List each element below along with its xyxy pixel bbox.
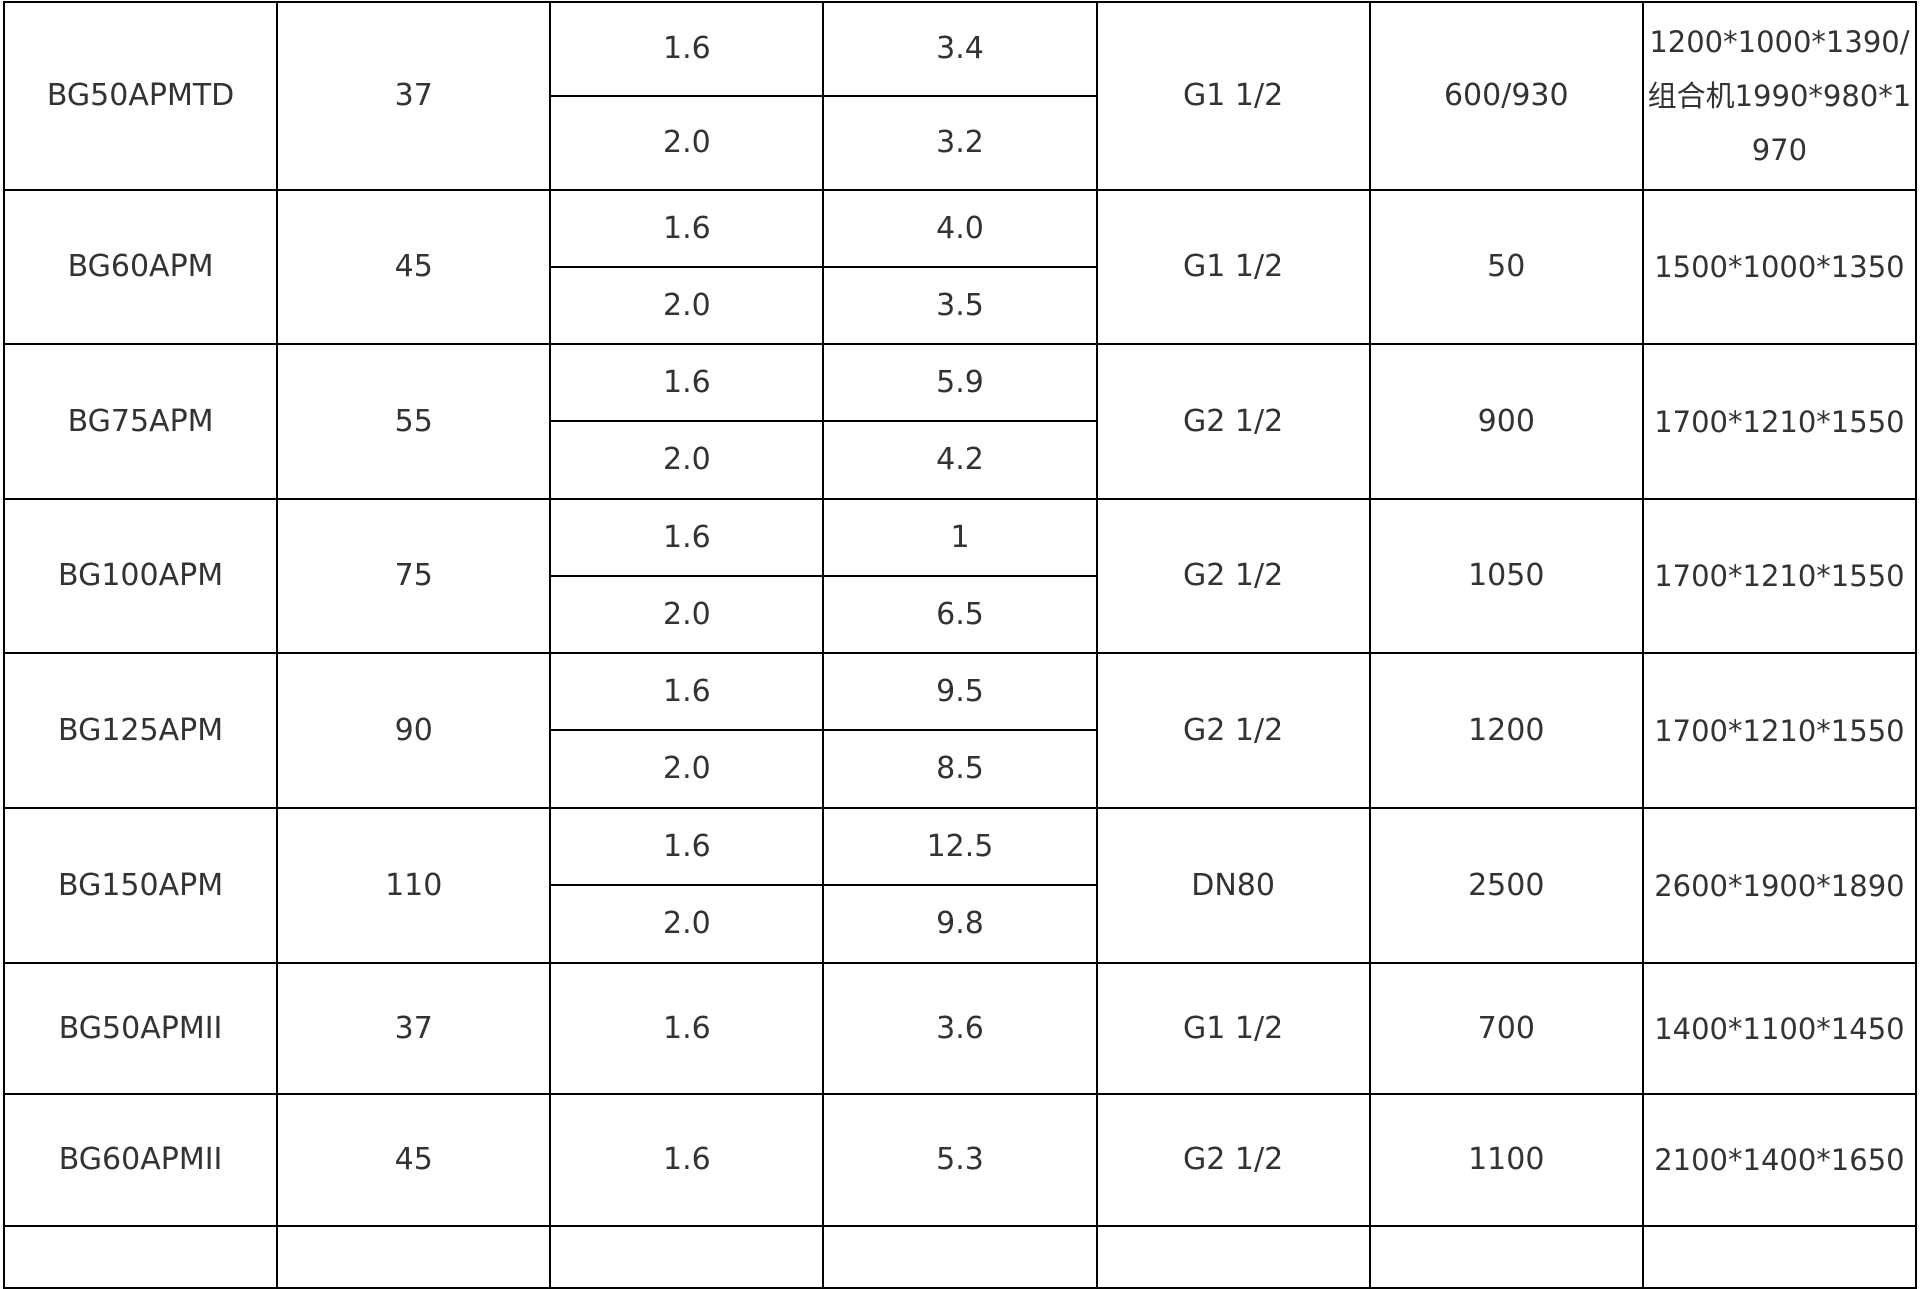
power-cell: 45 bbox=[276, 189, 552, 345]
power-cell: 37 bbox=[276, 1, 552, 191]
flow-cell: 3.2 bbox=[822, 95, 1098, 191]
dimensions-cell: 2600*1900*1890 bbox=[1641, 807, 1918, 964]
dimensions-cell: 1700*1210*1550 bbox=[1641, 343, 1918, 500]
outlet-cell: G1 1/2 bbox=[1095, 962, 1371, 1095]
flow-cell: 5.9 bbox=[822, 343, 1098, 422]
model-cell: BG50APMII bbox=[2, 962, 279, 1095]
dimensions-cell: 1700*1210*1550 bbox=[1641, 652, 1918, 809]
outlet-cell: G2 1/2 bbox=[1095, 343, 1371, 500]
power-cell: 90 bbox=[276, 652, 552, 809]
dimensions-cell: 1400*1100*1450 bbox=[1641, 962, 1918, 1095]
empty-cell bbox=[549, 1225, 825, 1289]
empty-cell bbox=[1095, 1225, 1371, 1289]
flow-cell: 9.8 bbox=[822, 884, 1098, 964]
empty-cell bbox=[2, 1225, 279, 1289]
table-row: BG150APM 110 1.6 12.5 DN80 2500 2600*1900*1890 bbox=[2, 807, 1918, 964]
flow-cell: 3.5 bbox=[822, 266, 1098, 345]
flow-cell: 4.0 bbox=[822, 189, 1098, 268]
pressure-cell: 2.0 bbox=[549, 575, 825, 654]
model-cell: BG100APM bbox=[2, 498, 279, 654]
weight-cell: 700 bbox=[1368, 962, 1644, 1095]
power-cell: 45 bbox=[276, 1093, 552, 1227]
table-row: 2.0 9.8 bbox=[4, 884, 1916, 964]
dimensions-cell: 2100*1400*1650 bbox=[1641, 1093, 1918, 1227]
outlet-cell: G1 1/2 bbox=[1095, 189, 1371, 345]
flow-cell: 6.5 bbox=[822, 575, 1098, 654]
pressure-cell: 2.0 bbox=[549, 266, 825, 345]
power-cell: 110 bbox=[276, 807, 552, 964]
weight-cell: 1050 bbox=[1368, 498, 1644, 654]
pressure-cell: 1.6 bbox=[549, 1093, 825, 1227]
model-cell: BG60APM bbox=[2, 189, 279, 345]
weight-cell: 900 bbox=[1368, 343, 1644, 500]
power-cell: 37 bbox=[276, 962, 552, 1095]
dimensions-cell: 1700*1210*1550 bbox=[1641, 498, 1918, 654]
weight-cell: 2500 bbox=[1368, 807, 1644, 964]
pressure-cell: 1.6 bbox=[549, 498, 825, 577]
pressure-cell: 1.6 bbox=[549, 962, 825, 1095]
model-cell: BG125APM bbox=[2, 652, 279, 809]
table-row: BG75APM 55 1.6 5.9 G2 1/2 900 1700*1210*1550 bbox=[2, 343, 1918, 500]
weight-cell: 1100 bbox=[1368, 1093, 1644, 1227]
dimensions-cell: 1500*1000*1350 bbox=[1641, 189, 1918, 345]
table-row: 2.0 8.5 bbox=[4, 729, 1916, 809]
empty-cell bbox=[1641, 1225, 1918, 1289]
pressure-cell: 1.6 bbox=[549, 652, 825, 731]
pressure-cell: 2.0 bbox=[549, 884, 825, 964]
pressure-cell: 1.6 bbox=[549, 343, 825, 422]
pressure-cell: 1.6 bbox=[549, 1, 825, 97]
flow-cell: 4.2 bbox=[822, 420, 1098, 500]
table-row: BG50APMTD 37 1.6 3.4 G1 1/2 600/930 1200*1000*… bbox=[2, 1, 1918, 191]
model-cell: BG50APMTD bbox=[2, 1, 279, 191]
weight-cell: 600/930 bbox=[1368, 1, 1644, 191]
pressure-cell: 2.0 bbox=[549, 95, 825, 191]
outlet-cell: DN80 bbox=[1095, 807, 1371, 964]
table-row: 2.0 6.5 bbox=[4, 575, 1916, 654]
outlet-cell: G1 1/2 bbox=[1095, 1, 1371, 191]
table-row: BG50APMII 37 1.6 3.6 G1 1/2 700 1400*1100*1450 bbox=[2, 962, 1918, 1095]
pressure-cell: 1.6 bbox=[549, 807, 825, 886]
flow-cell: 12.5 bbox=[822, 807, 1098, 886]
flow-cell: 3.4 bbox=[822, 1, 1098, 97]
table-row: 2.0 3.2 bbox=[4, 95, 1916, 191]
table-row: 2.0 3.5 bbox=[4, 266, 1916, 345]
table-row: BG125APM 90 1.6 9.5 G2 1/2 1200 1700*1210*1550 bbox=[2, 652, 1918, 809]
pressure-cell: 2.0 bbox=[549, 420, 825, 500]
table-row: BG60APMII 45 1.6 5.3 G2 1/2 1100 2100*1400*165… bbox=[2, 1093, 1918, 1227]
table-row: 2.0 4.2 bbox=[4, 420, 1916, 500]
flow-cell: 9.5 bbox=[822, 652, 1098, 731]
flow-cell: 5.3 bbox=[822, 1093, 1098, 1227]
table-row: BG60APM 45 1.6 4.0 G1 1/2 50 1500*1000*1350 bbox=[2, 189, 1918, 345]
flow-cell: 3.6 bbox=[822, 962, 1098, 1095]
model-cell: BG150APM bbox=[2, 807, 279, 964]
model-cell: BG75APM bbox=[2, 343, 279, 500]
model-cell: BG60APMII bbox=[2, 1093, 279, 1227]
empty-cell bbox=[276, 1225, 552, 1289]
empty-cell bbox=[1368, 1225, 1644, 1289]
flow-cell: 8.5 bbox=[822, 729, 1098, 809]
power-cell: 55 bbox=[276, 343, 552, 500]
weight-cell: 50 bbox=[1368, 189, 1644, 345]
outlet-cell: G2 1/2 bbox=[1095, 1093, 1371, 1227]
power-cell: 75 bbox=[276, 498, 552, 654]
empty-cell bbox=[822, 1225, 1098, 1289]
table-row-partial bbox=[2, 1225, 1918, 1289]
outlet-cell: G2 1/2 bbox=[1095, 652, 1371, 809]
table-row: BG100APM 75 1.6 1 G2 1/2 1050 1700*1210*1550 bbox=[2, 498, 1918, 654]
weight-cell: 1200 bbox=[1368, 652, 1644, 809]
pressure-cell: 2.0 bbox=[549, 729, 825, 809]
flow-cell: 1 bbox=[822, 498, 1098, 577]
pressure-cell: 1.6 bbox=[549, 189, 825, 268]
dimensions-cell: 1200*1000*1390/组合机1990*980*1970 bbox=[1641, 1, 1918, 191]
outlet-cell: G2 1/2 bbox=[1095, 498, 1371, 654]
